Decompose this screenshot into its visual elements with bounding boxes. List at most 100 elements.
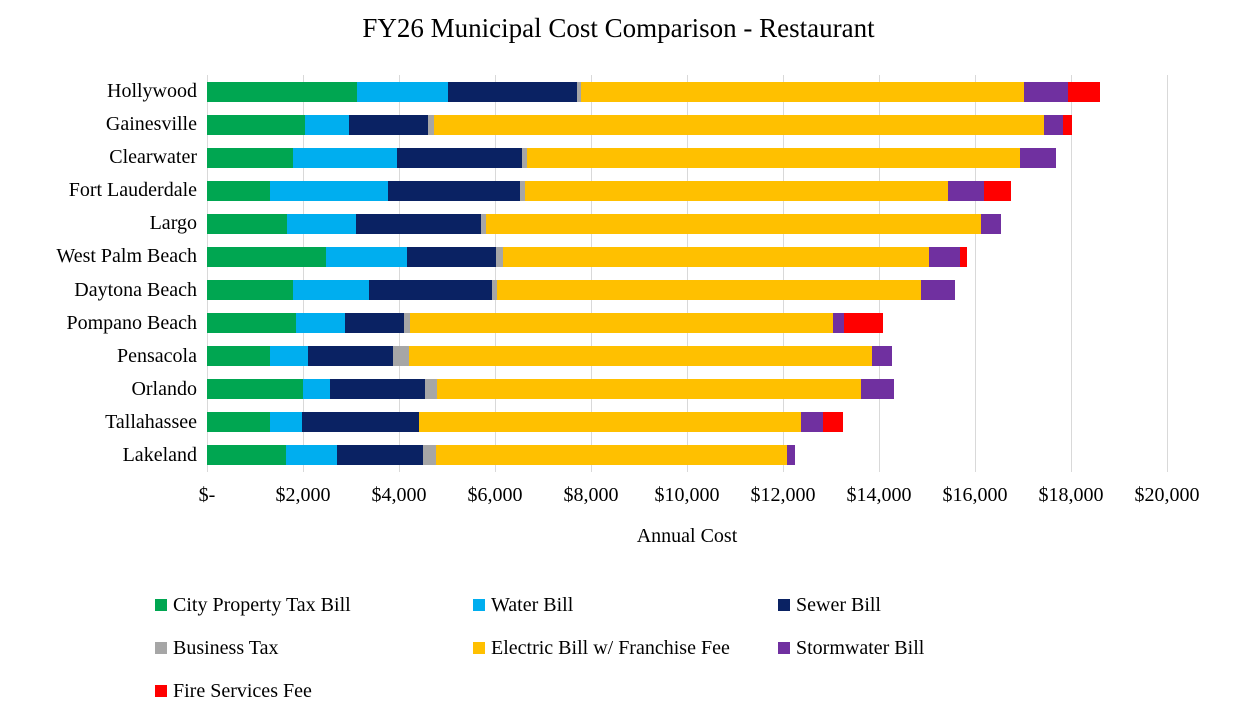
legend-label: Water Bill (491, 593, 574, 616)
category-label: Orlando (131, 377, 197, 400)
gridline (303, 75, 304, 472)
bar-segment (326, 246, 408, 267)
bar-segment (503, 246, 930, 267)
bar-segment (330, 379, 426, 400)
bar-segment (496, 280, 921, 301)
bar-segment (801, 412, 824, 433)
bar-segment (496, 246, 504, 267)
bar-segment (872, 346, 892, 367)
bar-segment (409, 346, 873, 367)
bar-segment (404, 313, 411, 334)
category-label: Tallahassee (105, 410, 197, 433)
bar-segment (521, 147, 527, 168)
gridline (879, 75, 880, 472)
bar-segment (448, 81, 578, 102)
bar-segment (207, 81, 357, 102)
bar-segment (1024, 81, 1069, 102)
bar-segment (207, 147, 293, 168)
bar-segment (520, 180, 526, 201)
bar-segment (393, 346, 410, 367)
x-tick-label: $20,000 (1134, 484, 1200, 506)
bar-segment (1068, 81, 1101, 102)
legend: City Property Tax Bill Water Bill Sewer Bi… (0, 593, 1237, 703)
bar-segment (423, 445, 436, 466)
bar-segment (1019, 147, 1056, 168)
legend-item: Business Tax (155, 636, 473, 660)
bar-segment (437, 379, 862, 400)
bar-segment (823, 412, 844, 433)
bar-segment (207, 313, 297, 334)
legend-swatch-icon (778, 599, 790, 611)
legend-label: Business Tax (173, 636, 279, 659)
category-label: Clearwater (109, 146, 197, 169)
gridline (495, 75, 496, 472)
bar-segment (302, 412, 420, 433)
x-tick-label: $6,000 (467, 484, 523, 506)
gridline (399, 75, 400, 472)
bar-segment (843, 313, 884, 334)
bar-segment (356, 213, 482, 234)
bar-segment (787, 445, 795, 466)
legend-label: Stormwater Bill (796, 636, 925, 659)
legend-label: Fire Services Fee (173, 679, 312, 702)
category-label: Gainesville (105, 113, 197, 136)
x-tick-label: $- (198, 484, 216, 506)
legend-item: Electric Bill w/ Franchise Fee (473, 636, 778, 660)
x-tick-label: $10,000 (654, 484, 720, 506)
bar-segment (207, 280, 293, 301)
bar-segment (388, 180, 521, 201)
bar-segment (207, 412, 271, 433)
bar-segment (345, 313, 405, 334)
gridline (1071, 75, 1072, 472)
bar-segment (929, 246, 961, 267)
legend-label: City Property Tax Bill (173, 593, 351, 616)
bar-segment (577, 81, 582, 102)
bar-segment (410, 313, 833, 334)
legend-label: Sewer Bill (796, 593, 881, 616)
bar-segment (481, 213, 487, 234)
legend-label: Electric Bill w/ Franchise Fee (491, 636, 730, 659)
bar-segment (921, 280, 956, 301)
bar-segment (433, 114, 1044, 135)
legend-item: City Property Tax Bill (155, 593, 473, 617)
gridline (975, 75, 976, 472)
x-tick-label: $14,000 (846, 484, 912, 506)
bar-segment (296, 313, 345, 334)
bar-segment (1043, 114, 1063, 135)
bar-segment (207, 346, 271, 367)
bar-segment (207, 114, 305, 135)
category-label: Hollywood (107, 80, 197, 103)
legend-swatch-icon (473, 642, 485, 654)
category-label: West Palm Beach (56, 245, 197, 268)
legend-item: Water Bill (473, 593, 778, 617)
bar-segment (285, 445, 338, 466)
bar-segment (427, 114, 434, 135)
category-label: Pompano Beach (66, 311, 197, 334)
legend-item: Fire Services Fee (155, 679, 473, 703)
bar-segment (1062, 114, 1072, 135)
x-tick-label: $4,000 (371, 484, 427, 506)
bar-segment (419, 412, 802, 433)
gridline (783, 75, 784, 472)
bar-segment (526, 147, 1020, 168)
gridline (1167, 75, 1168, 472)
bar-segment (207, 379, 303, 400)
x-tick-label: $8,000 (563, 484, 619, 506)
category-label: Daytona Beach (74, 278, 197, 301)
legend-swatch-icon (155, 599, 167, 611)
bar-segment (984, 180, 1012, 201)
gridline (207, 75, 208, 472)
x-tick-label: $18,000 (1038, 484, 1104, 506)
bar-segment (357, 81, 449, 102)
legend-item: Stormwater Bill (778, 636, 1237, 660)
gridline (591, 75, 592, 472)
bar-segment (286, 213, 357, 234)
bar-segment (396, 147, 522, 168)
bar-segment (207, 445, 286, 466)
bar-segment (435, 445, 788, 466)
category-label: Pensacola (117, 344, 197, 367)
bar-segment (270, 412, 303, 433)
bar-segment (407, 246, 497, 267)
x-tick-label: $12,000 (750, 484, 816, 506)
